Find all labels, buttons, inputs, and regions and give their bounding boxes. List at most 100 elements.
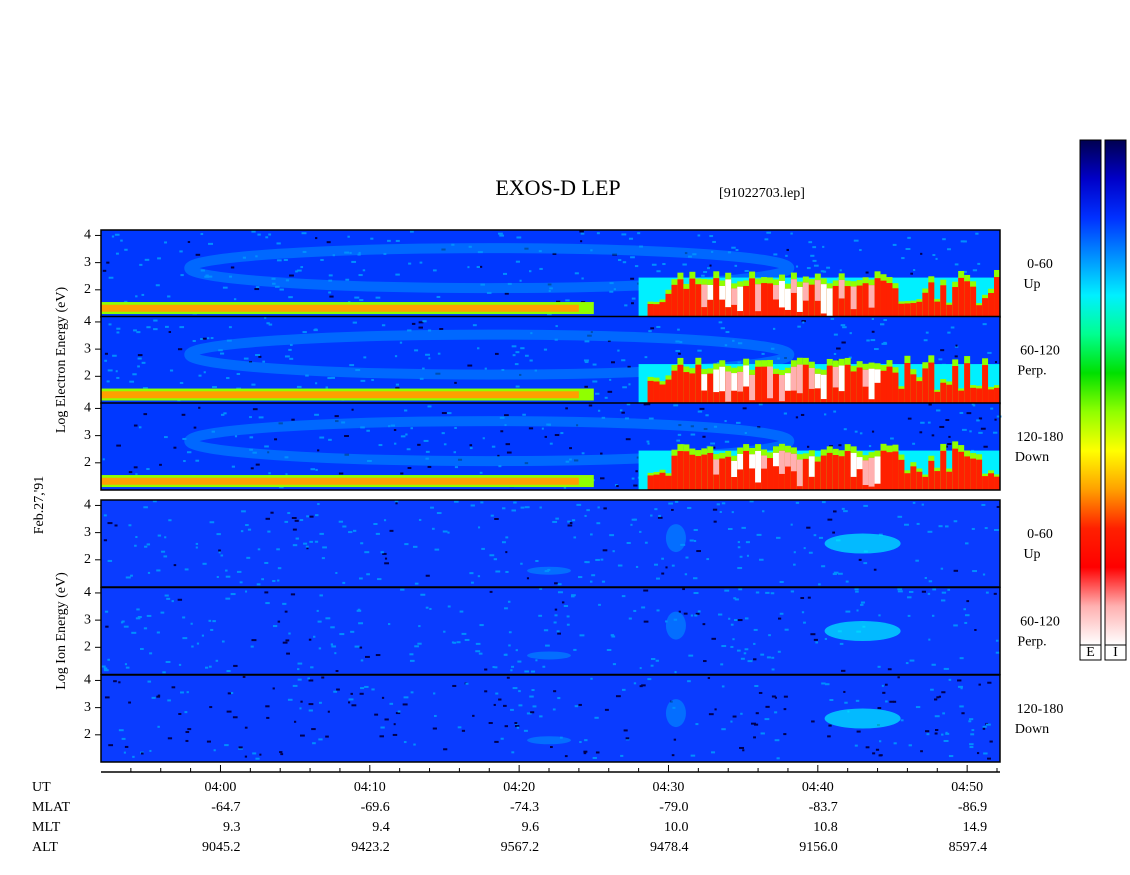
- hot-core: [778, 450, 785, 474]
- hot-column: [755, 366, 762, 404]
- noise-speck: [671, 564, 675, 567]
- hot-core: [778, 280, 785, 308]
- noise-speck: [858, 558, 862, 561]
- noise-speck: [131, 631, 137, 634]
- noise-speck: [381, 696, 385, 699]
- noise-speck: [625, 737, 630, 740]
- noise-speck: [467, 266, 470, 269]
- noise-speck: [747, 660, 753, 663]
- noise-speck: [272, 687, 275, 690]
- noise-speck: [718, 613, 723, 616]
- hot-column: [922, 292, 929, 317]
- noise-speck: [259, 753, 262, 756]
- hot-column: [743, 450, 750, 490]
- noise-speck: [968, 720, 972, 723]
- noise-speck: [292, 684, 298, 687]
- noise-speck: [661, 572, 665, 575]
- noise-speck: [266, 322, 270, 325]
- noise-speck: [578, 703, 582, 706]
- noise-speck: [442, 530, 448, 533]
- noise-speck: [829, 445, 834, 448]
- noise-speck: [425, 606, 429, 609]
- noise-speck: [795, 501, 800, 504]
- noise-speck: [418, 625, 421, 628]
- noise-speck: [721, 645, 727, 648]
- noise-speck: [233, 664, 238, 667]
- noise-speck: [567, 520, 571, 523]
- noise-speck: [693, 528, 698, 531]
- noise-speck: [574, 272, 579, 275]
- noise-speck: [945, 667, 949, 670]
- noise-speck: [314, 328, 318, 331]
- noise-speck: [590, 533, 593, 536]
- noise-speck: [297, 668, 300, 671]
- noise-speck: [225, 597, 231, 600]
- noise-speck: [358, 577, 363, 580]
- noise-speck: [928, 638, 931, 641]
- noise-speck: [121, 737, 126, 740]
- noise-speck: [736, 649, 741, 652]
- noise-speck: [272, 625, 278, 628]
- noise-speck: [399, 341, 403, 344]
- noise-speck: [736, 421, 741, 424]
- hot-column: [976, 305, 983, 317]
- noise-speck: [400, 472, 404, 475]
- noise-speck: [797, 325, 801, 328]
- noise-speck: [384, 557, 388, 560]
- noise-speck: [505, 551, 508, 554]
- noise-speck: [625, 738, 630, 741]
- noise-speck: [584, 340, 590, 343]
- noise-speck: [465, 682, 469, 685]
- noise-speck: [227, 692, 231, 695]
- noise-speck: [146, 614, 152, 617]
- noise-speck: [849, 332, 852, 335]
- noise-speck: [480, 501, 484, 504]
- hot-core: [850, 286, 857, 310]
- noise-speck: [701, 274, 705, 277]
- noise-speck: [220, 554, 224, 557]
- noise-speck: [378, 444, 383, 447]
- noise-speck: [484, 367, 487, 370]
- ephemeris-value: 9423.2: [351, 840, 390, 855]
- noise-speck: [554, 582, 558, 585]
- noise-speck: [387, 239, 391, 242]
- noise-speck: [731, 246, 736, 249]
- noise-speck: [897, 590, 903, 593]
- hot-column: [946, 304, 953, 317]
- noise-speck: [790, 590, 795, 593]
- noise-speck: [384, 718, 389, 721]
- noise-speck: [855, 590, 859, 593]
- hot-column: [874, 278, 881, 317]
- noise-speck: [573, 648, 577, 651]
- noise-speck: [938, 695, 941, 698]
- noise-speck: [181, 413, 186, 416]
- noise-speck: [584, 561, 588, 564]
- noise-speck: [414, 645, 419, 648]
- chart-subtitle: [91022703.lep]: [719, 186, 805, 201]
- noise-speck: [251, 230, 256, 233]
- noise-speck: [262, 360, 266, 363]
- noise-speck: [860, 601, 865, 604]
- noise-speck: [515, 649, 518, 652]
- noise-speck: [832, 531, 836, 534]
- hot-core: [725, 279, 732, 308]
- noise-speck: [932, 254, 936, 257]
- noise-speck: [609, 290, 614, 293]
- noise-speck: [879, 323, 885, 326]
- noise-speck: [226, 377, 230, 380]
- noise-speck: [601, 580, 606, 583]
- noise-speck: [619, 409, 623, 412]
- hot-column: [850, 371, 857, 404]
- hot-column: [916, 471, 923, 490]
- noise-speck: [928, 403, 932, 406]
- noise-speck: [290, 593, 296, 596]
- hot-column: [952, 448, 959, 490]
- noise-speck: [724, 420, 727, 423]
- noise-speck: [774, 739, 780, 742]
- panel-angle-label: 0-60: [1027, 257, 1053, 272]
- noise-speck: [306, 515, 310, 518]
- noise-speck: [469, 572, 474, 575]
- noise-speck: [322, 546, 327, 549]
- noise-speck: [103, 514, 107, 517]
- noise-speck: [185, 731, 190, 734]
